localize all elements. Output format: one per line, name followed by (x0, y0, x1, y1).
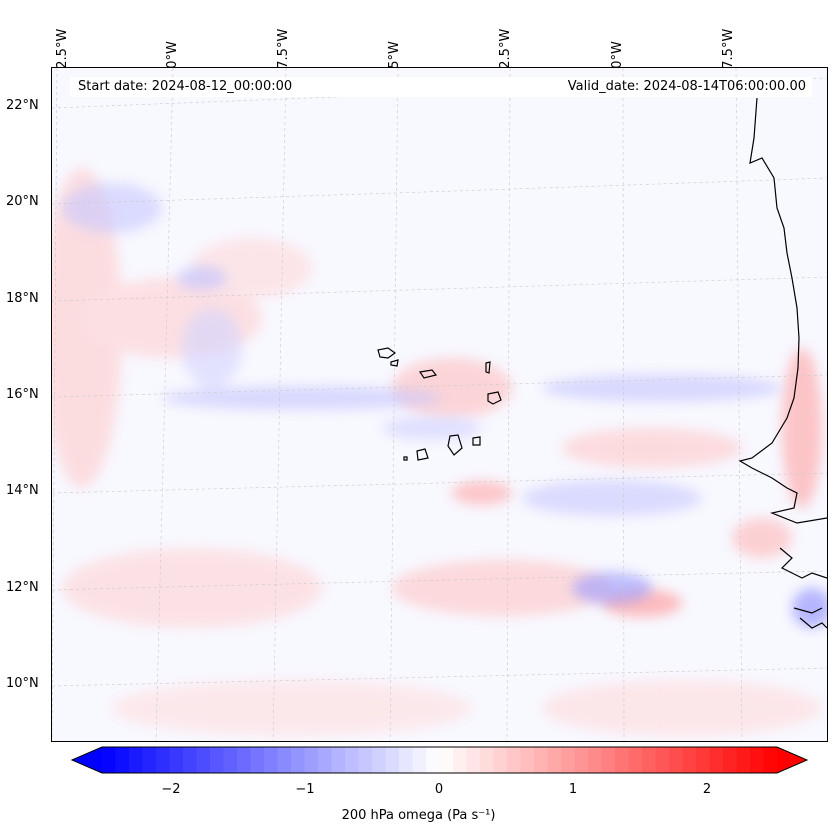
lat-label-18n: 18°N (6, 291, 39, 306)
colorbar-block (115, 747, 130, 773)
colorbar-block (507, 747, 522, 773)
colorbar-block (615, 747, 630, 773)
colorbar-block (466, 747, 481, 773)
colorbar-block (345, 747, 360, 773)
lat-label-22n: 22°N (6, 98, 39, 113)
omega-field (52, 68, 827, 741)
colorbar-block (480, 747, 495, 773)
colorbar-outline (70, 746, 809, 774)
colorbar-tick-minus-2: −2 (161, 782, 181, 797)
omega-map: Start date: 2024-08-12_00:00:00 Valid_da… (51, 67, 828, 742)
colorbar-block (250, 747, 265, 773)
colorbar-block (237, 747, 252, 773)
coastline (738, 97, 827, 629)
start-date-label: Start date: 2024-08-12_00:00:00 (78, 79, 293, 94)
colorbar-blocks (102, 747, 778, 773)
colorbar-block (642, 747, 657, 773)
lat-label-16n: 16°N (6, 387, 39, 402)
colorbar-block (129, 747, 144, 773)
colorbar-block (493, 747, 508, 773)
colorbar-block (547, 747, 562, 773)
colorbar-tick-2: 2 (702, 782, 712, 797)
lat-label-14n: 14°N (6, 483, 39, 498)
colorbar-block (763, 747, 778, 773)
valid-date-label: Valid_date: 2024-08-14T06:00:00.00 (567, 79, 806, 94)
colorbar-block (696, 747, 711, 773)
colorbar-block (561, 747, 576, 773)
info-bar: Start date: 2024-08-12_00:00:00 Valid_da… (70, 77, 812, 97)
colorbar-block (601, 747, 616, 773)
colorbar-block (210, 747, 225, 773)
colorbar-block (669, 747, 684, 773)
colorbar-block (183, 747, 198, 773)
colorbar-block (520, 747, 535, 773)
colorbar-block (372, 747, 387, 773)
colorbar-block (358, 747, 373, 773)
colorbar-block (723, 747, 738, 773)
colorbar (70, 746, 809, 774)
colorbar-block (385, 747, 400, 773)
colorbar-block (750, 747, 765, 773)
colorbar-block (453, 747, 468, 773)
colorbar-block (156, 747, 171, 773)
colorbar-tick-0: 0 (434, 782, 444, 797)
colorbar-block (291, 747, 306, 773)
colorbar-block (331, 747, 346, 773)
colorbar-block (102, 747, 117, 773)
colorbar-block (439, 747, 454, 773)
colorbar-tick-minus-1: −1 (295, 782, 315, 797)
lat-label-10n: 10°N (6, 676, 39, 691)
colorbar-block (655, 747, 670, 773)
colorbar-block (304, 747, 319, 773)
gridlines (52, 68, 827, 741)
colorbar-block (534, 747, 549, 773)
colorbar-block (277, 747, 292, 773)
colorbar-high-extension (777, 747, 807, 773)
colorbar-block (169, 747, 184, 773)
colorbar-block (142, 747, 157, 773)
colorbar-label: 200 hPa omega (Pa s⁻¹) (341, 808, 496, 823)
colorbar-block (399, 747, 414, 773)
lat-label-12n: 12°N (6, 580, 39, 595)
colorbar-block (196, 747, 211, 773)
colorbar-block (736, 747, 751, 773)
colorbar-tick-1: 1 (568, 782, 578, 797)
colorbar-block (223, 747, 238, 773)
colorbar-block (709, 747, 724, 773)
cape-verde-islands (377, 347, 502, 461)
colorbar-block (426, 747, 441, 773)
colorbar-block (264, 747, 279, 773)
colorbar-low-extension (72, 747, 102, 773)
colorbar-block (318, 747, 333, 773)
colorbar-block (628, 747, 643, 773)
colorbar-block (412, 747, 427, 773)
colorbar-block (574, 747, 589, 773)
lat-label-20n: 20°N (6, 194, 39, 209)
colorbar-block (588, 747, 603, 773)
colorbar-block (682, 747, 697, 773)
